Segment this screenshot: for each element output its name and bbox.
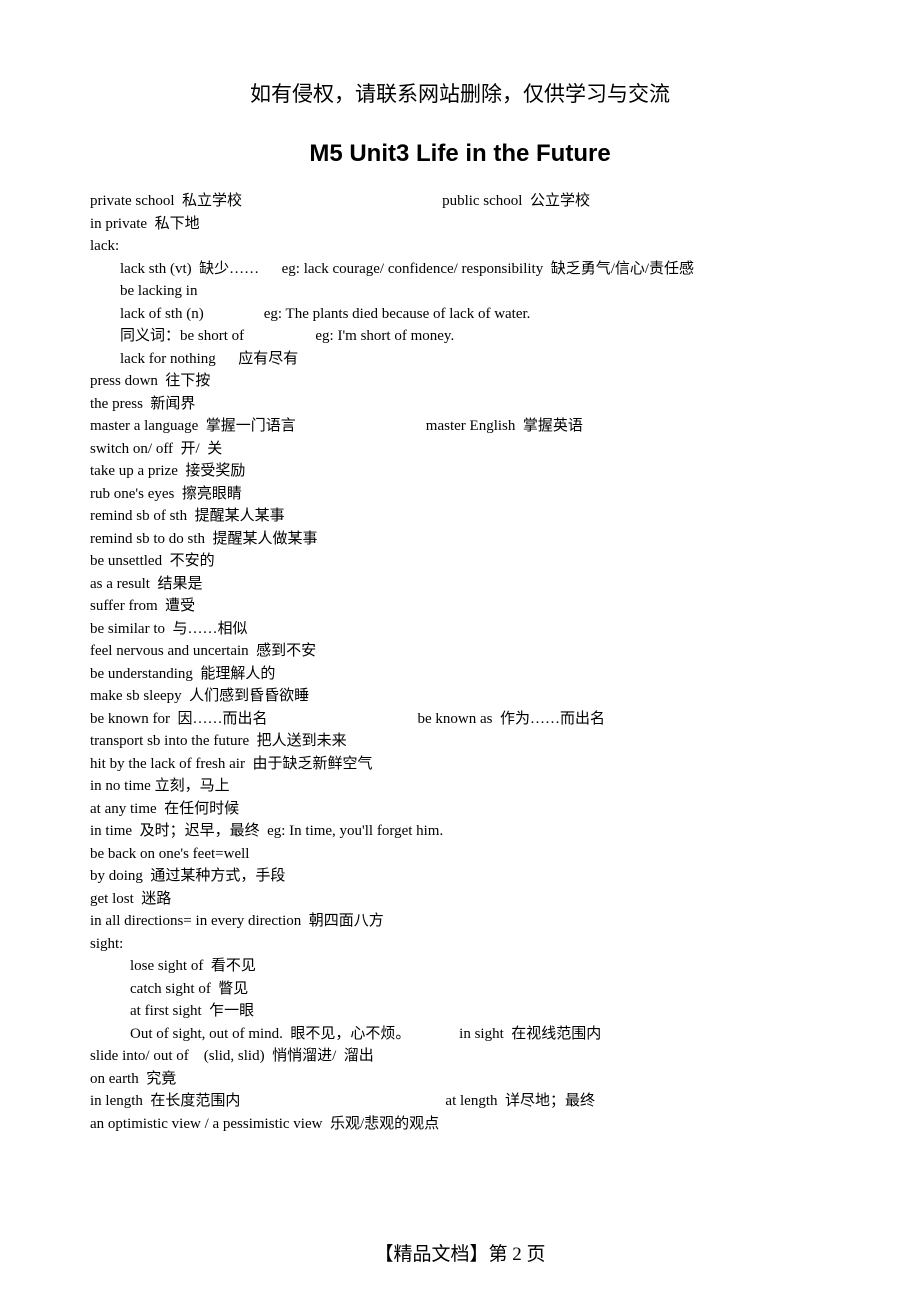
vocab-line: make sb sleepy 人们感到昏昏欲睡 xyxy=(90,685,830,708)
vocab-text-left: switch on/ off 开/ 关 xyxy=(90,438,222,461)
vocab-line: at any time 在任何时候 xyxy=(90,798,830,821)
vocab-text-left: be back on one's feet=well xyxy=(90,843,249,866)
vocab-line: rub one's eyes 擦亮眼睛 xyxy=(90,483,830,506)
vocab-line: in all directions= in every direction 朝四… xyxy=(90,910,830,933)
vocab-text-left: make sb sleepy 人们感到昏昏欲睡 xyxy=(90,685,309,708)
vocab-line: private school 私立学校 public school 公立学校 xyxy=(90,190,830,213)
vocab-line: press down 往下按 xyxy=(90,370,830,393)
vocab-line: in length 在长度范围内 at length 详尽地；最终 xyxy=(90,1090,830,1113)
vocab-line: an optimistic view / a pessimistic view … xyxy=(90,1113,830,1136)
vocab-text-left: rub one's eyes 擦亮眼睛 xyxy=(90,483,242,506)
vocab-text-right: master English 掌握英语 xyxy=(426,415,583,438)
vocab-line: be understanding 能理解人的 xyxy=(90,663,830,686)
vocab-line: slide into/ out of (slid, slid) 悄悄溜进/ 溜出 xyxy=(90,1045,830,1068)
vocab-text-left: private school 私立学校 xyxy=(90,190,242,213)
vocab-text-left: Out of sight, out of mind. 眼不见，心不烦。 in s… xyxy=(130,1023,601,1046)
vocab-line: catch sight of 瞥见 xyxy=(90,978,830,1001)
vocab-line: remind sb to do sth 提醒某人做某事 xyxy=(90,528,830,551)
vocab-text-right: public school 公立学校 xyxy=(442,190,590,213)
vocab-text-left: as a result 结果是 xyxy=(90,573,202,596)
spacer xyxy=(242,190,442,213)
vocab-line: in private 私下地 xyxy=(90,213,830,236)
vocab-text-left: be lacking in xyxy=(120,280,197,303)
vocab-line: lack sth (vt) 缺少…… eg: lack courage/ con… xyxy=(90,258,830,281)
vocab-text-left: 同义词：be short of eg: I'm short of money. xyxy=(120,325,454,348)
vocab-line: as a result 结果是 xyxy=(90,573,830,596)
vocab-text-left: at any time 在任何时候 xyxy=(90,798,239,821)
vocab-text-left: an optimistic view / a pessimistic view … xyxy=(90,1113,439,1136)
vocab-line: suffer from 遭受 xyxy=(90,595,830,618)
copyright-notice: 如有侵权，请联系网站删除，仅供学习与交流 xyxy=(90,78,830,108)
vocab-line: in time 及时；迟早，最终 eg: In time, you'll for… xyxy=(90,820,830,843)
vocab-text-left: in private 私下地 xyxy=(90,213,200,236)
vocab-line: be lacking in xyxy=(90,280,830,303)
spacer xyxy=(240,1090,445,1113)
vocab-line: lack: xyxy=(90,235,830,258)
vocab-line: lose sight of 看不见 xyxy=(90,955,830,978)
vocab-text-left: remind sb to do sth 提醒某人做某事 xyxy=(90,528,318,551)
unit-title: M5 Unit3 Life in the Future xyxy=(90,140,830,168)
vocab-text-left: suffer from 遭受 xyxy=(90,595,195,618)
vocab-text-left: lack for nothing 应有尽有 xyxy=(120,348,298,371)
vocab-line: hit by the lack of fresh air 由于缺乏新鲜空气 xyxy=(90,753,830,776)
vocab-text-left: lose sight of 看不见 xyxy=(130,955,256,978)
spacer xyxy=(296,415,426,438)
vocab-text-left: lack: xyxy=(90,235,119,258)
vocab-text-left: master a language 掌握一门语言 xyxy=(90,415,296,438)
vocab-line: take up a prize 接受奖励 xyxy=(90,460,830,483)
vocab-text-left: transport sb into the future 把人送到未来 xyxy=(90,730,347,753)
page-footer: 【精品文档】第 2 页 xyxy=(0,1239,920,1266)
vocab-text-left: feel nervous and uncertain 感到不安 xyxy=(90,640,316,663)
vocab-text-left: in length 在长度范围内 xyxy=(90,1090,240,1113)
vocab-line: sight: xyxy=(90,933,830,956)
vocab-text-left: on earth 究竟 xyxy=(90,1068,176,1091)
vocab-line: by doing 通过某种方式，手段 xyxy=(90,865,830,888)
vocab-line: transport sb into the future 把人送到未来 xyxy=(90,730,830,753)
vocab-text-left: in time 及时；迟早，最终 eg: In time, you'll for… xyxy=(90,820,443,843)
vocab-line: at first sight 乍一眼 xyxy=(90,1000,830,1023)
vocab-text-left: lack of sth (n) eg: The plants died beca… xyxy=(120,303,530,326)
vocab-text-left: lack sth (vt) 缺少…… eg: lack courage/ con… xyxy=(120,258,694,281)
vocab-line: be similar to 与……相似 xyxy=(90,618,830,641)
vocab-line: lack of sth (n) eg: The plants died beca… xyxy=(90,303,830,326)
vocab-text-left: by doing 通过某种方式，手段 xyxy=(90,865,285,888)
vocab-text-left: slide into/ out of (slid, slid) 悄悄溜进/ 溜出 xyxy=(90,1045,374,1068)
vocab-text-left: press down 往下按 xyxy=(90,370,210,393)
vocab-text-left: catch sight of 瞥见 xyxy=(130,978,248,1001)
vocab-line: master a language 掌握一门语言 master English 掌… xyxy=(90,415,830,438)
vocab-line: be unsettled 不安的 xyxy=(90,550,830,573)
vocab-text-left: in all directions= in every direction 朝四… xyxy=(90,910,384,933)
vocab-text-left: hit by the lack of fresh air 由于缺乏新鲜空气 xyxy=(90,753,372,776)
vocab-line: 同义词：be short of eg: I'm short of money. xyxy=(90,325,830,348)
vocab-line: the press 新闻界 xyxy=(90,393,830,416)
vocab-text-left: get lost 迷路 xyxy=(90,888,171,911)
vocab-line: lack for nothing 应有尽有 xyxy=(90,348,830,371)
vocab-text-left: sight: xyxy=(90,933,123,956)
vocab-text-right: at length 详尽地；最终 xyxy=(445,1090,595,1113)
vocab-line: remind sb of sth 提醒某人某事 xyxy=(90,505,830,528)
vocab-text-left: be known for 因……而出名 xyxy=(90,708,267,731)
vocab-line: switch on/ off 开/ 关 xyxy=(90,438,830,461)
vocab-line: feel nervous and uncertain 感到不安 xyxy=(90,640,830,663)
vocab-text-left: at first sight 乍一眼 xyxy=(130,1000,254,1023)
vocab-line: get lost 迷路 xyxy=(90,888,830,911)
vocab-line: be known for 因……而出名 be known as 作为……而出名 xyxy=(90,708,830,731)
vocab-line: in no time 立刻，马上 xyxy=(90,775,830,798)
vocab-text-left: be similar to 与……相似 xyxy=(90,618,248,641)
vocab-text-left: be understanding 能理解人的 xyxy=(90,663,275,686)
vocab-line: on earth 究竟 xyxy=(90,1068,830,1091)
vocab-text-right: be known as 作为……而出名 xyxy=(417,708,605,731)
vocab-text-left: be unsettled 不安的 xyxy=(90,550,215,573)
vocab-text-left: take up a prize 接受奖励 xyxy=(90,460,245,483)
spacer xyxy=(267,708,417,731)
vocab-text-left: remind sb of sth 提醒某人某事 xyxy=(90,505,285,528)
vocab-text-left: in no time 立刻，马上 xyxy=(90,775,230,798)
vocab-text-left: the press 新闻界 xyxy=(90,393,195,416)
vocabulary-list: private school 私立学校 public school 公立学校 in … xyxy=(90,190,830,1135)
vocab-line: Out of sight, out of mind. 眼不见，心不烦。 in s… xyxy=(90,1023,830,1046)
vocab-line: be back on one's feet=well xyxy=(90,843,830,866)
